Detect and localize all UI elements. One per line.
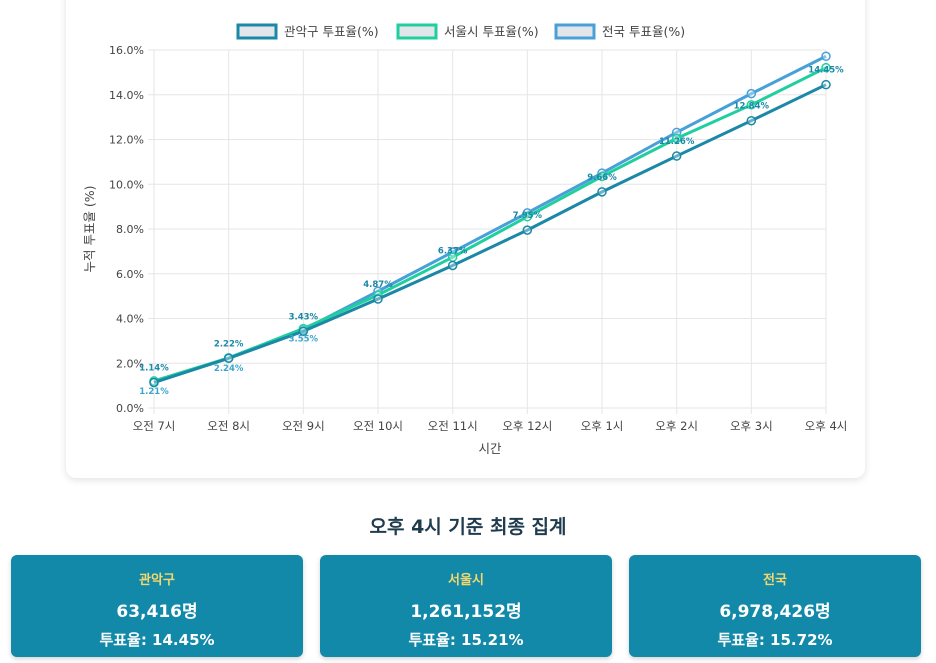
y-tick-label: 16.0% — [109, 44, 144, 57]
data-point — [671, 151, 682, 161]
card-turnout-rate: 투표율: 15.72% — [717, 631, 833, 649]
y-tick-label: 4.0% — [116, 313, 144, 326]
summary-card-seoul: 서울시 1,261,152명 투표율: 15.21% — [320, 555, 612, 657]
data-label: 12.84% — [734, 102, 770, 112]
x-tick-label: 오후 4시 — [805, 419, 848, 433]
data-label: 3.43% — [289, 312, 319, 322]
data-point — [597, 171, 607, 182]
data-label: 1.14% — [139, 363, 169, 373]
data-label: 11.26% — [659, 137, 695, 147]
data-point — [223, 353, 234, 364]
x-tick-label: 오전 7시 — [133, 419, 176, 433]
card-region-name: 전국 — [763, 573, 787, 588]
x-axis-title: 시간 — [478, 441, 502, 456]
data-point — [821, 79, 831, 90]
y-tick-label: 12.0% — [109, 134, 144, 147]
card-voter-count: 1,261,152명 — [410, 602, 522, 622]
data-label: 2.24% — [214, 364, 244, 374]
x-tick-label: 오후 2시 — [655, 419, 698, 433]
y-tick-label: 14.0% — [109, 89, 144, 102]
y-axis-title: 누적 투표율 (%) — [82, 185, 97, 272]
legend-swatch — [396, 23, 438, 40]
data-point — [597, 187, 607, 197]
summary-card-national: 전국 6,978,426명 투표율: 15.72% — [629, 555, 921, 657]
data-label: 6.37% — [438, 246, 468, 256]
y-tick-label: 0.0% — [116, 402, 144, 415]
x-tick-label: 오전 9시 — [282, 419, 325, 433]
chart-card: 0.0% 2.0% 4.0% 6.0% 8.0% 10.0% 12.0% 14.0% 16.0%… — [66, 0, 865, 478]
x-tick-label: 오후 1시 — [581, 419, 624, 433]
legend-label: 관악구 투표율(%) — [284, 24, 379, 39]
series-line — [153, 83, 827, 384]
data-point — [821, 51, 831, 62]
legend-swatch — [554, 23, 596, 40]
data-point — [149, 377, 159, 388]
y-tick-label: 2.0% — [116, 357, 144, 370]
x-tick-label: 오후 12시 — [502, 419, 552, 433]
data-label: 1.21% — [139, 387, 169, 397]
x-tick-label: 오후 3시 — [730, 419, 773, 433]
data-label: 3.55% — [289, 335, 319, 345]
data-point — [746, 100, 757, 110]
y-tick-label: 6.0% — [116, 268, 144, 281]
x-tick-label: 오전 8시 — [207, 419, 250, 433]
data-label: 4.87% — [363, 280, 393, 290]
card-turnout-rate: 투표율: 14.45% — [99, 631, 215, 649]
data-point — [746, 88, 757, 99]
data-point — [746, 115, 757, 126]
data-point — [298, 326, 309, 337]
card-region-name: 서울시 — [448, 573, 484, 588]
data-label: 14.45% — [808, 66, 844, 76]
data-point — [671, 133, 682, 144]
data-label: 9.66% — [587, 173, 617, 183]
data-label: 2.22% — [214, 339, 244, 349]
card-region-name: 관악구 — [139, 573, 175, 588]
data-point — [522, 225, 533, 235]
card-voter-count: 63,416명 — [116, 602, 198, 622]
legend-label: 전국 투표율(%) — [602, 24, 685, 39]
y-tick-label: 8.0% — [116, 223, 144, 236]
data-point — [522, 211, 533, 222]
data-point — [373, 294, 383, 304]
data-point — [447, 260, 458, 271]
data-point — [821, 62, 831, 73]
series-line — [153, 54, 827, 384]
legend-swatch — [236, 23, 278, 40]
x-tick-label: 오전 10시 — [353, 419, 403, 433]
x-tick-label: 오전 11시 — [428, 419, 478, 433]
data-label: 7.95% — [513, 211, 543, 221]
summary-title: 오후 4시 기준 최종 집계 — [369, 516, 567, 538]
card-turnout-rate: 투표율: 15.21% — [408, 631, 524, 649]
summary-card-gwanak: 관악구 63,416명 투표율: 14.45% — [11, 555, 303, 657]
y-tick-label: 10.0% — [109, 178, 144, 191]
series-line — [153, 66, 827, 383]
legend-label: 서울시 투표율(%) — [444, 24, 539, 39]
card-voter-count: 6,978,426명 — [719, 602, 831, 622]
turnout-line-chart: 0.0% 2.0% 4.0% 6.0% 8.0% 10.0% 12.0% 14.0% 16.0%… — [82, 23, 848, 456]
